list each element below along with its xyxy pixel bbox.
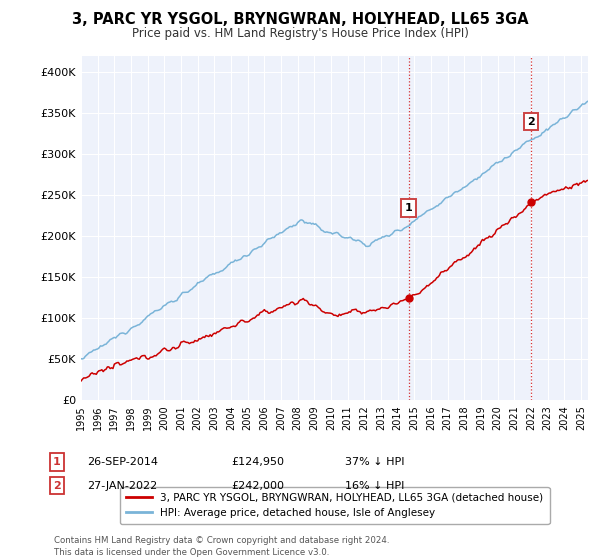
Legend: 3, PARC YR YSGOL, BRYNGWRAN, HOLYHEAD, LL65 3GA (detached house), HPI: Average p: 3, PARC YR YSGOL, BRYNGWRAN, HOLYHEAD, L… — [119, 487, 550, 524]
Text: 27-JAN-2022: 27-JAN-2022 — [87, 480, 157, 491]
Text: 1: 1 — [405, 203, 413, 213]
Text: 26-SEP-2014: 26-SEP-2014 — [87, 457, 158, 467]
Text: £124,950: £124,950 — [231, 457, 284, 467]
Text: 2: 2 — [527, 117, 535, 127]
Text: 37% ↓ HPI: 37% ↓ HPI — [345, 457, 404, 467]
Text: 2: 2 — [53, 480, 61, 491]
Text: Contains HM Land Registry data © Crown copyright and database right 2024.
This d: Contains HM Land Registry data © Crown c… — [54, 536, 389, 557]
Text: 16% ↓ HPI: 16% ↓ HPI — [345, 480, 404, 491]
Text: Price paid vs. HM Land Registry's House Price Index (HPI): Price paid vs. HM Land Registry's House … — [131, 27, 469, 40]
Text: 1: 1 — [53, 457, 61, 467]
Text: 3, PARC YR YSGOL, BRYNGWRAN, HOLYHEAD, LL65 3GA: 3, PARC YR YSGOL, BRYNGWRAN, HOLYHEAD, L… — [71, 12, 529, 27]
Text: £242,000: £242,000 — [231, 480, 284, 491]
